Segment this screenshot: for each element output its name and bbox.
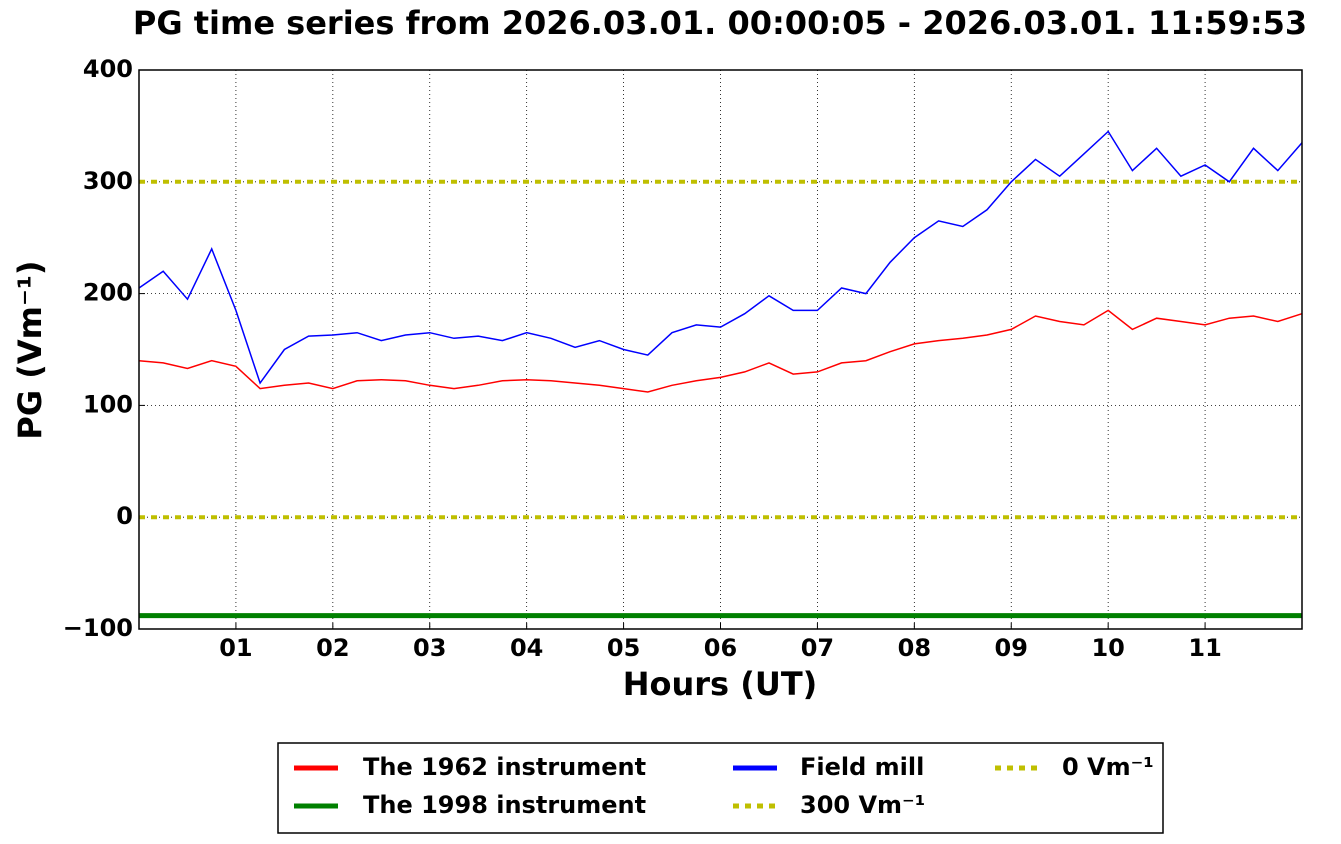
chart-title: PG time series from 2026.03.01. 00:00:05… <box>133 4 1307 42</box>
x-tick-label: 11 <box>1188 634 1221 662</box>
x-tick-label: 04 <box>510 634 543 662</box>
y-tick-label: −100 <box>63 614 133 642</box>
x-tick-label: 08 <box>898 634 931 662</box>
legend-label: The 1998 instrument <box>363 791 646 819</box>
data-line <box>138 309 1303 393</box>
x-tick-label: 02 <box>316 634 349 662</box>
x-tick-label: 07 <box>801 634 834 662</box>
plot-area <box>138 69 1303 630</box>
x-axis-label: Hours (UT) <box>623 665 818 703</box>
y-tick-label: 100 <box>83 390 133 418</box>
plot-frame <box>138 69 1303 630</box>
y-tick-label: 400 <box>83 55 133 83</box>
legend-label: Field mill <box>800 753 924 781</box>
x-tick-label: 01 <box>219 634 252 662</box>
y-tick-label: 200 <box>83 279 133 307</box>
y-tick-label: 300 <box>83 167 133 195</box>
x-tick-label: 06 <box>704 634 737 662</box>
x-tick-label: 05 <box>607 634 640 662</box>
legend <box>277 742 1164 834</box>
x-tick-label: 03 <box>413 634 446 662</box>
legend-label: 300 Vm⁻¹ <box>800 791 925 819</box>
data-line <box>138 130 1303 385</box>
legend-label: The 1962 instrument <box>363 753 646 781</box>
x-tick-label: 10 <box>1091 634 1124 662</box>
y-tick-label: 0 <box>116 502 133 530</box>
y-axis-label: PG (Vm⁻¹) <box>11 260 49 439</box>
legend-label: 0 Vm⁻¹ <box>1062 753 1154 781</box>
legend-entries: The 1962 instrument The 1998 instrument Fi… <box>294 753 1154 819</box>
x-tick-label: 09 <box>995 634 1028 662</box>
